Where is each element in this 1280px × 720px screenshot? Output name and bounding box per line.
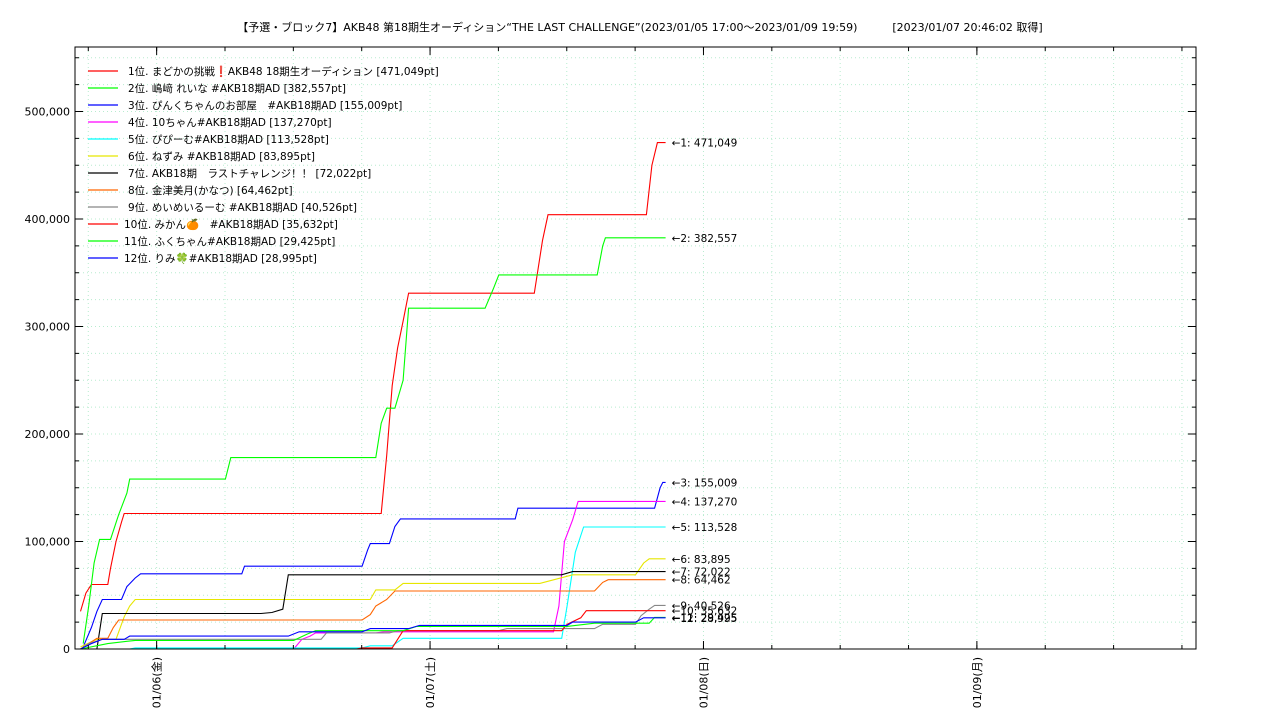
series-line-3	[82, 481, 666, 648]
chart-title: 【予選・ブロック7】AKB48 第18期生オーディション“THE LAST CH…	[0, 19, 1280, 35]
series-line-9	[80, 604, 666, 650]
series-line-10	[75, 610, 666, 650]
end-label-4: ←4: 137,270	[672, 496, 738, 508]
legend-entry-12: 12位. りみ🍀#AKB18期AD [28,995pt]	[124, 252, 317, 265]
y-tick-label: 300,000	[25, 321, 71, 334]
series-line-8	[80, 579, 666, 650]
end-label-1: ←1: 471,049	[672, 138, 738, 150]
series-line-2	[82, 237, 666, 644]
legend-entry-2: 2位. 嶋﨑 れいな #AKB18期AD [382,557pt]	[128, 82, 346, 95]
legend-entry-1: 1位. まどかの挑戦❗️AKB48 18期生オーディション [471,049pt…	[128, 65, 439, 78]
end-label-12: ←12: 28,995	[672, 613, 738, 625]
series-line-1	[79, 142, 666, 612]
y-tick-label: 100,000	[25, 536, 71, 549]
legend-entry-6: 6位. ねずみ #AKB18期AD [83,895pt]	[128, 150, 315, 163]
y-tick-label: 200,000	[25, 428, 71, 441]
end-label-10: ←10: 35,632	[672, 606, 738, 618]
legend-entry-5: 5位. ぴぴーむ#AKB18期AD [113,528pt]	[128, 133, 329, 146]
legend-entry-8: 8位. 金津美月(かなつ) [64,462pt]	[128, 184, 293, 197]
x-tick-label: 01/07(土)	[424, 657, 437, 708]
series-line-6	[80, 558, 666, 648]
end-label-5: ←5: 113,528	[672, 522, 738, 534]
end-label-8: ←8: 64,462	[672, 575, 731, 587]
series-line-7	[75, 571, 666, 650]
axis-layer: 01/06(金) 01/07(土) 01/08(日) 01/09(月) 0 100,000…	[25, 47, 1196, 708]
fetched-timestamp: [2023/01/07 20:46:02 取得]	[892, 21, 1043, 34]
legend-entry-9: 9位. めいめいるーむ #AKB18期AD [40,526pt]	[128, 201, 357, 214]
series-line-4	[293, 500, 666, 650]
end-label-11: ←11: 29,425	[672, 612, 738, 624]
end-labels: ←1: 471,049 ←2: 382,557 ←3: 155,009 ←4: 137…	[672, 138, 738, 625]
y-tick-label: 500,000	[25, 106, 71, 119]
series-line-5	[75, 526, 666, 650]
x-tick-label: 01/08(日)	[697, 657, 710, 708]
x-tick-label: 01/09(月)	[971, 657, 984, 708]
legend-entry-10: 10位. みかん🍊 #AKB18期AD [35,632pt]	[124, 218, 338, 231]
series-line-12	[80, 617, 666, 650]
end-label-9: ←9: 40,526	[672, 600, 731, 612]
y-tick-label: 400,000	[25, 213, 71, 226]
y-tick-label: 0	[63, 643, 70, 656]
legend-entry-11: 11位. ふくちゃん#AKB18期AD [29,425pt]	[124, 235, 335, 248]
legend-entry-7: 7位. AKB18期 ラストチャレンジ！！ [72,022pt]	[128, 167, 371, 180]
series-line-11	[80, 616, 666, 650]
end-label-7: ←7: 72,022	[672, 567, 731, 579]
end-label-2: ←2: 382,557	[672, 233, 738, 245]
legend-entry-3: 3位. ぴんくちゃんのお部屋 #AKB18期AD [155,009pt]	[128, 99, 402, 112]
chart-title-text: 【予選・ブロック7】AKB48 第18期生オーディション“THE LAST CH…	[237, 21, 858, 34]
legend: 1位. まどかの挑戦❗️AKB48 18期生オーディション [471,049pt…	[88, 65, 439, 265]
grid-layer	[75, 47, 1196, 649]
series-layer	[75, 142, 666, 650]
x-tick-label: 01/06(金)	[150, 657, 164, 708]
end-label-3: ←3: 155,009	[672, 477, 738, 489]
legend-entry-4: 4位. 10ちゃん#AKB18期AD [137,270pt]	[128, 116, 332, 129]
end-label-6: ←6: 83,895	[672, 554, 731, 566]
